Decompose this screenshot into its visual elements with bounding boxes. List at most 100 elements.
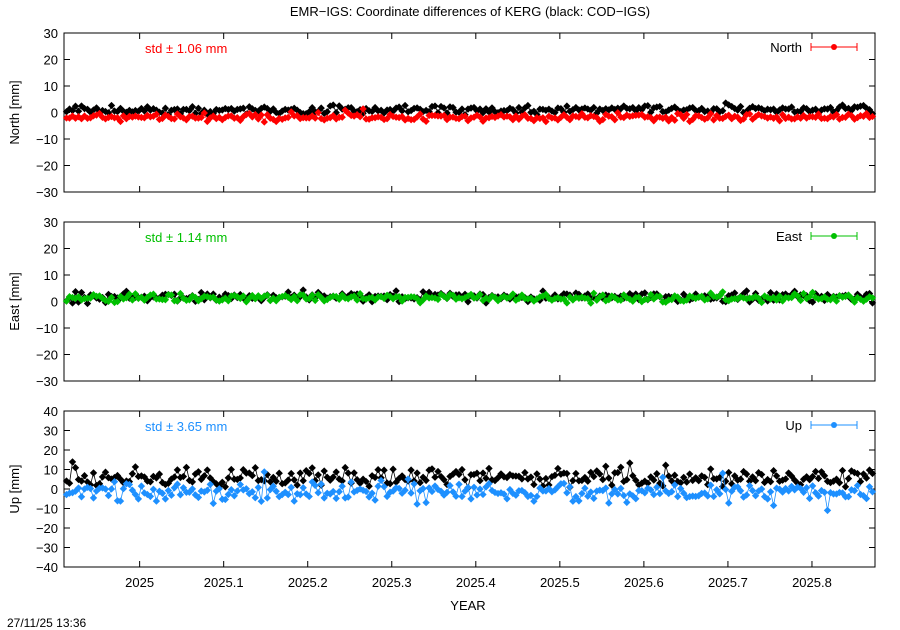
up-data-point bbox=[769, 501, 778, 510]
up-data-point bbox=[551, 471, 559, 479]
up-data-point bbox=[434, 467, 442, 476]
up-data-point bbox=[77, 493, 86, 501]
x-tick-label: 2025.3 bbox=[372, 575, 412, 590]
up-data-point bbox=[209, 499, 217, 508]
north-data-point bbox=[74, 107, 83, 115]
x-tick-label: 2025.2 bbox=[288, 575, 328, 590]
up-data-point bbox=[368, 489, 376, 497]
up-data-point bbox=[338, 477, 346, 485]
up-data-point bbox=[458, 492, 466, 501]
up-data-point bbox=[155, 470, 164, 478]
up-data-point bbox=[868, 469, 877, 478]
up-y-tick-label: 10 bbox=[44, 463, 58, 478]
up-data-point bbox=[431, 473, 439, 481]
east-data-point bbox=[83, 299, 92, 308]
up-data-point bbox=[644, 479, 652, 487]
up-data-point bbox=[578, 489, 586, 498]
up-data-point bbox=[227, 486, 235, 494]
up-data-point bbox=[533, 470, 541, 478]
north-data-point bbox=[440, 104, 448, 112]
up-data-point bbox=[296, 469, 304, 477]
up-data-point bbox=[485, 480, 493, 488]
north-data-point bbox=[524, 101, 532, 110]
north-data-point bbox=[284, 113, 292, 122]
up-data-point bbox=[605, 474, 613, 482]
up-data-point bbox=[371, 496, 379, 504]
up-data-point bbox=[814, 492, 823, 500]
east-data-point bbox=[731, 289, 739, 297]
up-data-point bbox=[272, 477, 280, 485]
panels-group: −30 −20 −10 0 10 20 30 North [mm] std ± 1.06 mm N… bbox=[7, 26, 877, 590]
up-data-point bbox=[71, 464, 80, 472]
east-data-point bbox=[641, 289, 649, 297]
up-y-axis-label: Up [mm] bbox=[7, 464, 22, 513]
x-tick-label: 2025.1 bbox=[204, 575, 244, 590]
north-y-tick-label: −20 bbox=[36, 159, 58, 174]
east-data-point bbox=[832, 297, 841, 305]
up-data-point bbox=[311, 481, 319, 490]
up-data-point bbox=[736, 487, 745, 495]
up-data-point bbox=[413, 469, 421, 477]
up-data-point bbox=[683, 478, 691, 486]
east-data-point bbox=[293, 297, 301, 305]
up-data-point bbox=[305, 492, 313, 501]
north-data-point bbox=[311, 114, 319, 122]
north-data-point bbox=[416, 110, 424, 118]
up-data-point bbox=[725, 499, 733, 507]
up-data-point bbox=[77, 477, 86, 485]
north-std-annotation: std ± 1.06 mm bbox=[145, 41, 227, 56]
east-data-point bbox=[793, 292, 802, 300]
up-data-point bbox=[194, 493, 203, 502]
up-data-point bbox=[572, 469, 580, 478]
up-data-point bbox=[446, 481, 454, 490]
up-data-point bbox=[224, 490, 232, 499]
up-data-point bbox=[428, 465, 436, 473]
up-data-point bbox=[443, 488, 451, 496]
up-data-point bbox=[236, 474, 244, 482]
x-axis-label: YEAR bbox=[450, 598, 485, 613]
up-data-point bbox=[602, 484, 610, 492]
east-data-point bbox=[584, 294, 592, 303]
up-data-point bbox=[862, 494, 871, 503]
x-tick-label: 2025.4 bbox=[456, 575, 496, 590]
up-data-point bbox=[374, 482, 382, 490]
north-data-point bbox=[563, 102, 571, 110]
up-data-point bbox=[224, 474, 232, 482]
up-data-point bbox=[650, 490, 658, 499]
up-data-point bbox=[811, 467, 820, 476]
north-y-tick-label: 10 bbox=[44, 79, 58, 94]
north-y-tick-label: 20 bbox=[44, 53, 58, 68]
up-data-point bbox=[467, 495, 475, 503]
east-data-point bbox=[173, 297, 182, 305]
x-tick-label: 2025.8 bbox=[792, 575, 832, 590]
north-data-point bbox=[775, 117, 784, 125]
up-data-point bbox=[86, 484, 95, 493]
up-y-tick-label: 20 bbox=[44, 443, 58, 458]
up-data-point bbox=[844, 493, 853, 501]
up-data-point bbox=[74, 484, 83, 492]
north-y-tick-label: −10 bbox=[36, 132, 58, 147]
x-tick-label: 2025.7 bbox=[708, 575, 748, 590]
north-data-point bbox=[398, 107, 406, 115]
up-data-point bbox=[659, 473, 667, 481]
up-series-up bbox=[62, 468, 877, 515]
up-data-point bbox=[374, 466, 382, 474]
north-y-tick-label: −30 bbox=[36, 185, 58, 200]
north-data-point bbox=[260, 118, 268, 126]
up-data-point bbox=[236, 480, 244, 489]
up-data-point bbox=[686, 470, 694, 478]
up-data-point bbox=[653, 470, 661, 478]
up-data-point bbox=[179, 484, 188, 492]
north-data-point bbox=[239, 104, 247, 112]
up-data-point bbox=[116, 497, 125, 505]
up-data-point bbox=[742, 470, 751, 478]
east-data-point bbox=[704, 295, 712, 303]
east-std-annotation: std ± 1.14 mm bbox=[145, 230, 227, 245]
up-data-point bbox=[865, 483, 874, 491]
up-data-point bbox=[422, 498, 430, 507]
up-data-point bbox=[599, 475, 607, 484]
north-data-point bbox=[338, 113, 346, 121]
north-data-point bbox=[359, 105, 367, 113]
north-data-point bbox=[107, 101, 116, 110]
up-data-point bbox=[206, 480, 214, 489]
